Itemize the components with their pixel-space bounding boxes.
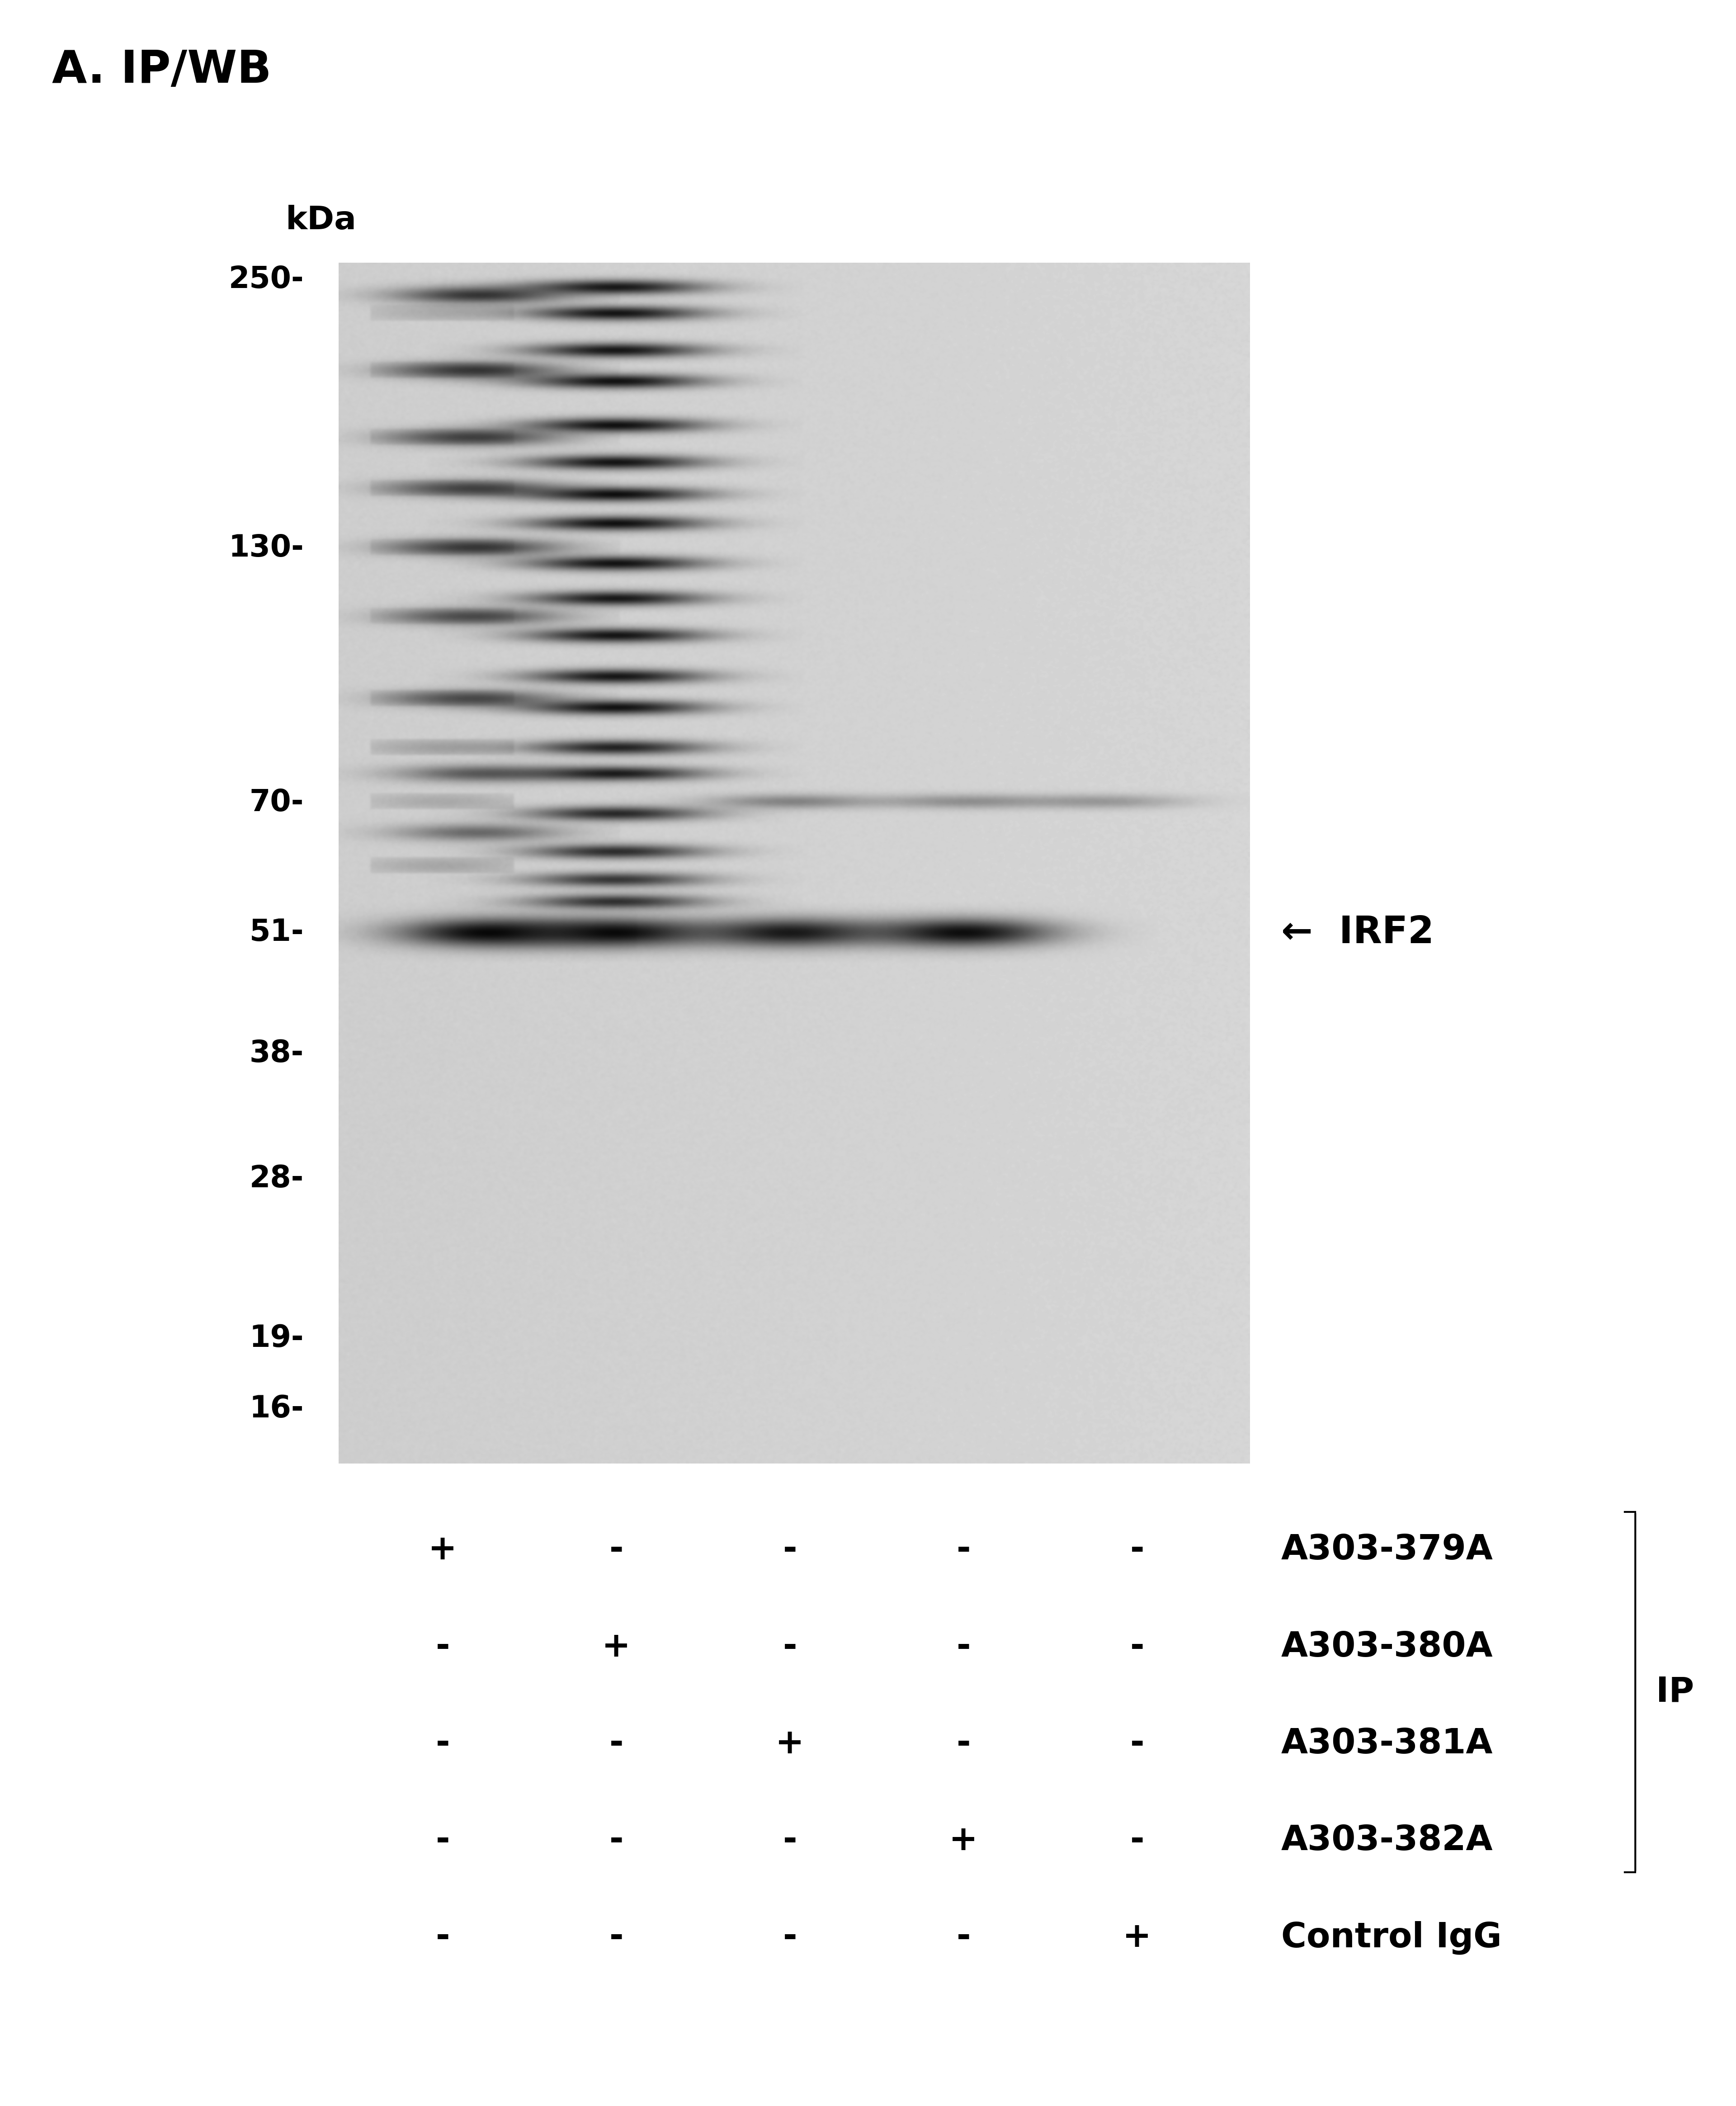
Text: -: - — [436, 1630, 450, 1664]
Text: A. IP/WB: A. IP/WB — [52, 48, 271, 93]
Text: +: + — [950, 1824, 977, 1857]
Text: -: - — [783, 1533, 797, 1567]
Text: -: - — [957, 1727, 970, 1761]
Text: -: - — [957, 1630, 970, 1664]
Text: A303-380A: A303-380A — [1281, 1630, 1493, 1664]
Text: +: + — [429, 1533, 457, 1567]
Text: 38-: 38- — [250, 1038, 304, 1068]
Text: 28-: 28- — [250, 1165, 304, 1194]
Text: 19-: 19- — [250, 1323, 304, 1354]
Text: -: - — [1130, 1533, 1144, 1567]
Text: Control IgG: Control IgG — [1281, 1921, 1502, 1954]
Text: -: - — [957, 1921, 970, 1954]
Text: A303-379A: A303-379A — [1281, 1533, 1493, 1567]
Text: -: - — [609, 1533, 623, 1567]
Text: +: + — [1123, 1921, 1151, 1954]
Text: 16-: 16- — [250, 1394, 304, 1424]
Text: 70-: 70- — [250, 788, 304, 817]
Text: -: - — [1130, 1630, 1144, 1664]
Text: -: - — [609, 1824, 623, 1857]
Text: IP: IP — [1656, 1676, 1694, 1708]
Text: -: - — [436, 1921, 450, 1954]
Text: -: - — [783, 1630, 797, 1664]
Text: -: - — [436, 1727, 450, 1761]
Text: -: - — [1130, 1727, 1144, 1761]
Text: -: - — [436, 1824, 450, 1857]
Text: A303-381A: A303-381A — [1281, 1727, 1493, 1761]
Text: -: - — [957, 1533, 970, 1567]
Text: ←  IRF2: ← IRF2 — [1281, 914, 1434, 950]
Text: -: - — [783, 1824, 797, 1857]
Text: A303-382A: A303-382A — [1281, 1824, 1493, 1857]
Text: +: + — [602, 1630, 630, 1664]
Text: -: - — [783, 1921, 797, 1954]
Text: 250-: 250- — [229, 265, 304, 295]
Text: +: + — [776, 1727, 804, 1761]
Text: 51-: 51- — [250, 918, 304, 948]
Text: -: - — [609, 1921, 623, 1954]
Text: -: - — [609, 1727, 623, 1761]
Text: -: - — [1130, 1824, 1144, 1857]
Text: kDa: kDa — [286, 204, 356, 236]
Text: 130-: 130- — [229, 533, 304, 562]
